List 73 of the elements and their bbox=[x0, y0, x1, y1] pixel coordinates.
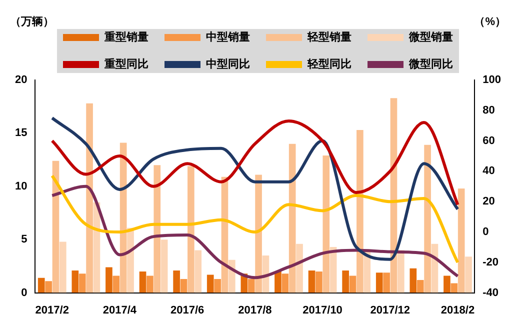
bar bbox=[86, 103, 93, 293]
legend-label: 轻型销量 bbox=[306, 30, 352, 44]
x-tick-label: 2017/10 bbox=[302, 304, 342, 316]
bar bbox=[308, 270, 316, 293]
bar bbox=[248, 278, 255, 293]
bar bbox=[139, 272, 146, 293]
bar bbox=[255, 174, 262, 293]
bar bbox=[465, 256, 472, 293]
y-tick-label: 15 bbox=[14, 127, 28, 140]
legend-label: 重型销量 bbox=[104, 30, 148, 44]
bar bbox=[173, 270, 180, 293]
bar bbox=[322, 156, 330, 293]
bar bbox=[106, 267, 112, 293]
x-tick-label: 2017/6 bbox=[170, 304, 204, 316]
y2-tick-label: 80 bbox=[482, 104, 495, 116]
line-series bbox=[50, 116, 460, 261]
x-tick-label: 2017/4 bbox=[102, 304, 138, 316]
bar bbox=[154, 165, 161, 293]
bar bbox=[282, 274, 289, 293]
legend-label: 中型销量 bbox=[206, 30, 250, 44]
bar bbox=[38, 278, 45, 293]
bar bbox=[146, 276, 154, 293]
bar bbox=[296, 244, 303, 293]
bar bbox=[416, 280, 424, 293]
bar bbox=[424, 144, 431, 293]
y-axis-title: （万辆） bbox=[10, 15, 54, 28]
bar bbox=[206, 274, 214, 293]
bar bbox=[342, 270, 349, 293]
bar bbox=[450, 283, 458, 293]
y2-tick-label: 0 bbox=[482, 226, 489, 238]
bar bbox=[458, 188, 465, 293]
bar bbox=[398, 250, 404, 293]
x-tick-label: 2017/2 bbox=[35, 304, 69, 316]
line-series bbox=[50, 120, 460, 206]
bar bbox=[274, 272, 282, 293]
line-series bbox=[50, 184, 460, 280]
y2-tick-label: -40 bbox=[482, 286, 499, 299]
line-series bbox=[50, 174, 460, 264]
legend-label: 微型销量 bbox=[408, 30, 453, 44]
bar bbox=[194, 250, 202, 293]
bar bbox=[410, 268, 417, 293]
legend-label: 重型同比 bbox=[104, 58, 148, 71]
bar bbox=[444, 276, 450, 293]
bar bbox=[160, 240, 168, 293]
y-tick-label: 10 bbox=[14, 180, 28, 192]
bar bbox=[316, 272, 322, 293]
bar bbox=[356, 130, 364, 293]
bar bbox=[349, 276, 356, 293]
y2-tick-label: 60 bbox=[482, 134, 495, 147]
y-tick-label: 0 bbox=[21, 286, 28, 299]
y-tick-label: 20 bbox=[14, 74, 28, 86]
bar bbox=[60, 242, 66, 293]
bar bbox=[214, 278, 221, 293]
y2-tick-label: 100 bbox=[482, 74, 502, 86]
bar bbox=[78, 274, 86, 293]
y2-tick-label: -20 bbox=[482, 256, 499, 268]
y-tick-label: 5 bbox=[21, 234, 28, 246]
bar bbox=[376, 272, 383, 293]
bar bbox=[112, 276, 120, 293]
bar bbox=[383, 272, 390, 293]
legend-label: 微型同比 bbox=[408, 58, 453, 71]
x-tick-label: 2017/12 bbox=[370, 304, 410, 316]
x-tick-label: 2018/2 bbox=[440, 304, 475, 316]
legend-label: 中型同比 bbox=[206, 58, 250, 71]
bar bbox=[72, 270, 79, 293]
x-tick-label: 2017/8 bbox=[238, 304, 272, 316]
bar bbox=[45, 281, 52, 293]
legend-label: 轻型同比 bbox=[306, 58, 352, 71]
bar bbox=[180, 278, 188, 293]
y2-tick-label: 20 bbox=[482, 196, 495, 208]
y2-axis-title: （%） bbox=[474, 16, 506, 28]
bar bbox=[188, 166, 194, 293]
y2-tick-label: 40 bbox=[482, 165, 495, 178]
